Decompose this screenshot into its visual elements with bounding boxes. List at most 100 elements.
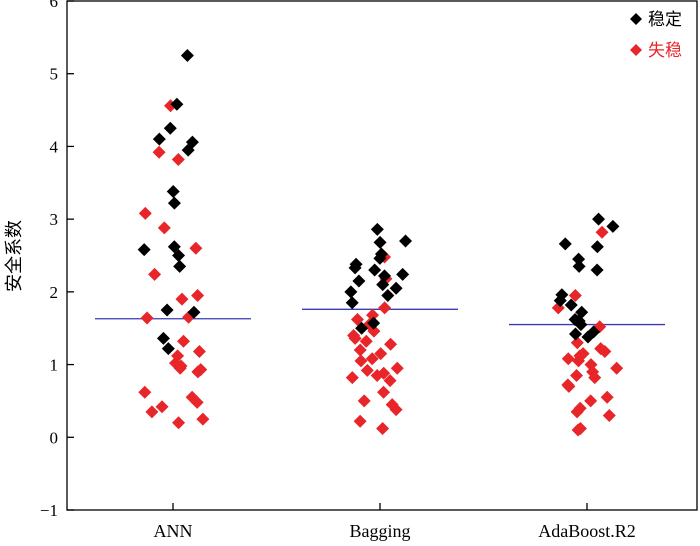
stable-point <box>181 143 195 157</box>
stable-point <box>581 330 595 344</box>
stable-point <box>166 185 180 199</box>
unstable-point <box>348 331 362 345</box>
x-tick-label: ANN <box>154 521 193 541</box>
unstable-point <box>588 371 602 385</box>
unstable-point <box>189 241 203 255</box>
stable-point <box>574 318 588 332</box>
y-tick-label: 4 <box>50 137 59 156</box>
unstable-point <box>175 292 189 306</box>
unstable-point <box>600 390 614 404</box>
stable-point <box>553 294 567 308</box>
unstable-point <box>370 368 384 382</box>
stable-point <box>355 321 369 335</box>
stable-point <box>156 331 170 345</box>
unstable-point <box>191 365 205 379</box>
unstable-point <box>176 334 190 348</box>
unstable-point <box>384 337 398 351</box>
stable-point <box>399 234 413 248</box>
stable-point <box>373 251 387 265</box>
unstable-point <box>390 361 404 375</box>
x-tick-label: Bagging <box>350 521 411 541</box>
stable-point <box>173 259 187 273</box>
y-axis-label: 安全系数 <box>4 220 25 292</box>
unstable-point <box>140 311 154 325</box>
unstable-point <box>571 354 585 368</box>
legend-marker <box>630 44 642 56</box>
stable-point <box>137 243 151 257</box>
unstable-point <box>570 405 584 419</box>
unstable-point <box>571 423 585 437</box>
unstable-point <box>190 395 204 409</box>
unstable-point <box>155 400 169 414</box>
unstable-point <box>354 354 368 368</box>
y-tick-label: 5 <box>50 65 59 84</box>
unstable-point <box>171 153 185 167</box>
stable-point <box>187 305 201 319</box>
unstable-point <box>602 408 616 422</box>
stable-point <box>368 263 382 277</box>
stable-point <box>167 196 181 210</box>
y-tick-label: 3 <box>50 210 59 229</box>
unstable-point <box>353 343 367 357</box>
unstable-point <box>359 334 373 348</box>
unstable-point <box>173 361 187 375</box>
stable-point <box>352 274 366 288</box>
stable-point <box>344 285 358 299</box>
stable-point <box>590 263 604 277</box>
stable-point <box>572 252 586 266</box>
unstable-point <box>345 371 359 385</box>
unstable-point <box>360 363 374 377</box>
unstable-point <box>353 414 367 428</box>
y-axis-ticks: −1 0 1 2 3 4 5 6 <box>40 0 74 520</box>
unstable-point <box>192 344 206 358</box>
plot-frame <box>66 0 698 511</box>
unstable-point <box>157 221 171 235</box>
stable-point <box>376 278 390 292</box>
unstable-point <box>152 145 166 159</box>
stable-point <box>160 303 174 317</box>
legend-label: 稳定 <box>648 10 682 30</box>
unstable-point <box>598 344 612 358</box>
unstable-point <box>595 225 609 239</box>
unstable-point <box>357 394 371 408</box>
x-tick-label: AdaBoost.R2 <box>538 521 636 541</box>
stable-point <box>564 298 578 312</box>
unstable-point <box>376 422 390 436</box>
unstable-point <box>610 361 624 375</box>
y-tick-label: 2 <box>50 283 59 302</box>
unstable-point <box>389 403 403 417</box>
stable-point <box>606 219 620 233</box>
unstable-point <box>196 412 210 426</box>
unstable-point <box>145 405 159 419</box>
data-points <box>137 49 624 437</box>
unstable-point <box>568 288 582 302</box>
unstable-point <box>570 368 584 382</box>
y-tick-label: 1 <box>50 356 59 375</box>
unstable-point <box>367 324 381 338</box>
stable-point <box>370 222 384 236</box>
unstable-point <box>377 385 391 399</box>
stable-point <box>590 240 604 254</box>
unstable-point <box>562 379 576 393</box>
stable-point <box>161 342 175 356</box>
unstable-point <box>584 394 598 408</box>
unstable-point <box>378 301 392 315</box>
stable-point <box>378 269 392 283</box>
unstable-point <box>191 288 205 302</box>
unstable-point <box>138 385 152 399</box>
stable-point <box>152 132 166 146</box>
stable-point <box>592 212 606 226</box>
stable-point <box>373 235 387 249</box>
unstable-point <box>172 416 186 430</box>
stable-point <box>572 259 586 273</box>
stable-point <box>180 49 194 63</box>
x-axis-ticks: ANN Bagging AdaBoost.R2 <box>154 503 636 541</box>
stable-point <box>396 267 410 281</box>
legend-marker <box>630 13 642 25</box>
stable-point <box>170 97 184 111</box>
unstable-point <box>365 352 379 366</box>
legend-label: 失稳 <box>648 41 682 61</box>
stable-point <box>172 249 186 262</box>
